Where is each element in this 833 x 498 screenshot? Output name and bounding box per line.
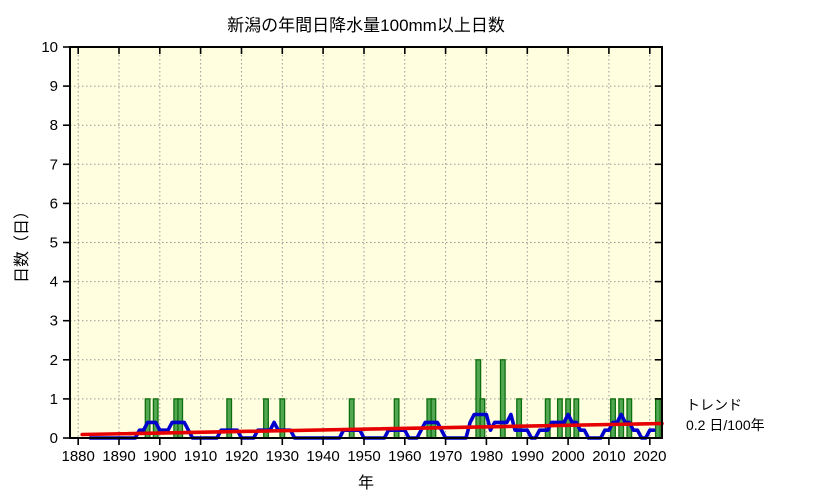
bar <box>610 398 616 439</box>
bar <box>573 398 580 439</box>
svg-text:2000: 2000 <box>551 448 584 465</box>
svg-text:2020: 2020 <box>633 448 666 465</box>
svg-text:1940: 1940 <box>306 448 339 465</box>
svg-text:2010: 2010 <box>592 448 625 465</box>
bar <box>556 398 563 439</box>
svg-text:1980: 1980 <box>470 448 503 465</box>
svg-text:4: 4 <box>50 274 58 291</box>
svg-text:1960: 1960 <box>388 448 421 465</box>
svg-text:1: 1 <box>50 391 58 408</box>
tick-marks <box>63 46 662 445</box>
bar <box>479 398 486 439</box>
svg-text:2: 2 <box>50 352 58 369</box>
x-tick-labels: 1880 1890 1900 1910 1920 1930 1940 1950 1960 1970… <box>62 448 667 465</box>
svg-text:5: 5 <box>50 235 58 252</box>
bar <box>430 398 437 439</box>
x-axis-label: 年 <box>357 475 374 492</box>
svg-text:3: 3 <box>50 313 58 330</box>
trend-annotation-line2: 0.2 日/100年 <box>686 417 765 433</box>
gridlines <box>70 47 662 438</box>
chart-title: 新潟の年間日降水量100mm以上日数 <box>227 16 505 35</box>
svg-text:1890: 1890 <box>102 448 135 465</box>
svg-text:10: 10 <box>41 39 58 56</box>
svg-text:1880: 1880 <box>62 448 95 465</box>
bar <box>393 398 400 439</box>
svg-text:1990: 1990 <box>511 448 544 465</box>
bar <box>516 398 523 439</box>
svg-text:6: 6 <box>50 195 58 212</box>
svg-text:0: 0 <box>50 430 58 447</box>
svg-text:1920: 1920 <box>225 448 258 465</box>
bar <box>654 398 661 439</box>
trend-line <box>80 421 664 437</box>
bar <box>348 398 355 439</box>
svg-text:8: 8 <box>50 117 58 134</box>
y-tick-labels: 0 1 2 3 4 5 6 7 8 9 10 <box>41 39 58 447</box>
bar <box>544 398 551 439</box>
svg-text:9: 9 <box>50 78 58 95</box>
y-axis-label: 日数（日） <box>14 202 31 284</box>
svg-text:1950: 1950 <box>347 448 380 465</box>
trend-annotation-line1: トレンド <box>686 397 742 413</box>
bar <box>626 398 633 439</box>
svg-text:1970: 1970 <box>429 448 462 465</box>
svg-text:1900: 1900 <box>143 448 176 465</box>
svg-text:1910: 1910 <box>184 448 217 465</box>
svg-text:1930: 1930 <box>266 448 299 465</box>
svg-text:7: 7 <box>50 156 58 173</box>
trend-annotation: トレンド 0.2 日/100年 <box>686 395 765 435</box>
